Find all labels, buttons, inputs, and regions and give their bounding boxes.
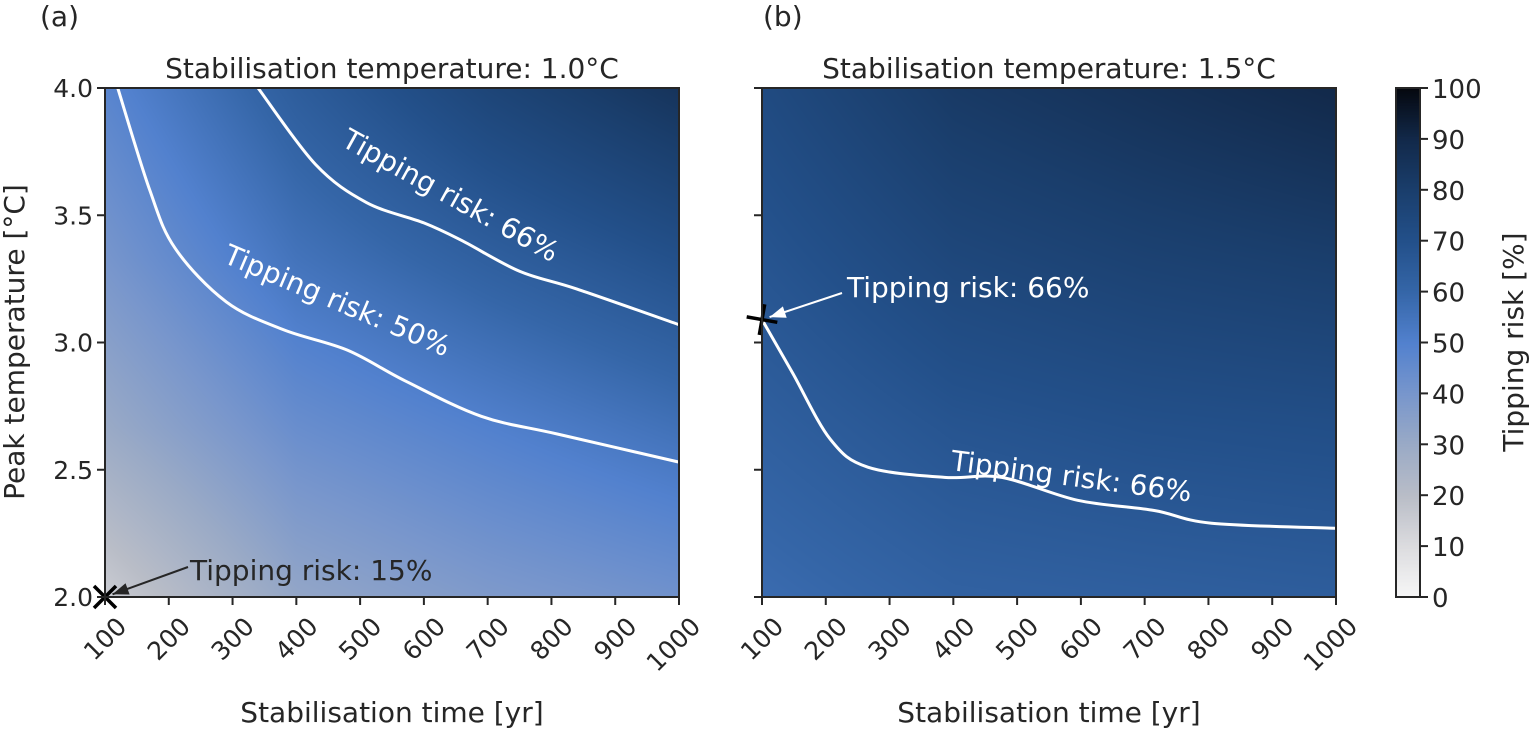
colorbar-tick-label: 30 [1432, 431, 1465, 461]
colorbar-tick-label: 70 [1432, 228, 1465, 258]
colorbar-gradient [1396, 88, 1420, 597]
annotation-arrowhead-a [112, 583, 130, 595]
x-tick-label-b: 700 [1118, 612, 1172, 666]
x-axis-label-a: Stabilisation time [yr] [240, 696, 543, 729]
x-tick-label-b: 100 [735, 612, 789, 666]
x-tick-label-b: 1000 [1298, 612, 1363, 677]
panel-title-b: Stabilisation temperature: 1.5°C [822, 52, 1276, 85]
x-tick-label-a: 600 [397, 612, 451, 666]
x-tick-label-b: 600 [1054, 612, 1108, 666]
panel-label-a: (a) [40, 0, 79, 33]
colorbar-tick-label: 60 [1432, 279, 1465, 309]
y-axis-label-a: Peak temperature [°C] [0, 184, 31, 500]
x-axis-label-b: Stabilisation time [yr] [897, 696, 1200, 729]
y-tick-label-a: 2.0 [53, 583, 93, 612]
x-tick-label-b: 300 [863, 612, 917, 666]
contour-line-66-b [760, 318, 1337, 530]
heatmap-panel-a [105, 88, 679, 597]
annotation-label-b: Tipping risk: 66% [846, 271, 1089, 304]
panel-label-b: (b) [763, 0, 803, 33]
x-tick-label-a: 300 [206, 612, 260, 666]
colorbar-tick-label: 50 [1432, 330, 1465, 360]
x-tick-label-a: 1000 [641, 612, 706, 677]
x-tick-label-a: 200 [142, 612, 196, 666]
y-tick-label-a: 4.0 [53, 74, 93, 103]
colorbar-tick-label: 0 [1432, 584, 1449, 614]
contour-label-66-a: Tipping risk: 66% [336, 122, 565, 269]
x-tick-label-b: 400 [926, 612, 980, 666]
colorbar-tick-label: 90 [1432, 126, 1465, 156]
x-tick-label-b: 900 [1245, 612, 1299, 666]
panel-title-a: Stabilisation temperature: 1.0°C [165, 52, 619, 85]
plot-frame-b [761, 87, 1337, 598]
contour-line-50-a [116, 87, 680, 464]
contour-label-50-a: Tipping risk: 50% [218, 238, 455, 363]
heatmap-panel-b [762, 88, 1336, 597]
y-tick-label-a: 3.5 [53, 201, 93, 230]
colorbar-frame [1395, 87, 1421, 598]
colorbar-tick-label: 10 [1432, 533, 1465, 563]
x-tick-label-a: 400 [269, 612, 323, 666]
x-tick-label-b: 200 [799, 612, 853, 666]
x-tick-label-a: 700 [461, 612, 515, 666]
x-tick-label-a: 800 [524, 612, 578, 666]
x-tick-label-b: 500 [990, 612, 1044, 666]
colorbar-tick-label: 80 [1432, 177, 1465, 207]
y-tick-label-a: 3.0 [53, 329, 93, 358]
y-tick-label-a: 2.5 [53, 456, 93, 485]
colorbar-tick-label: 20 [1432, 482, 1465, 512]
contour-line-66-a [256, 87, 680, 327]
colorbar-tick-label: 40 [1432, 380, 1465, 410]
x-tick-label-a: 900 [588, 612, 642, 666]
annotation-label-a: Tipping risk: 15% [189, 554, 432, 587]
annotation-arrowhead-b [769, 306, 787, 318]
colorbar-tick-label: 100 [1432, 75, 1482, 105]
x-tick-label-a: 100 [78, 612, 132, 666]
x-tick-label-a: 500 [333, 612, 387, 666]
x-tick-label-b: 800 [1181, 612, 1235, 666]
colorbar-label: Tipping risk [%] [1497, 232, 1530, 452]
